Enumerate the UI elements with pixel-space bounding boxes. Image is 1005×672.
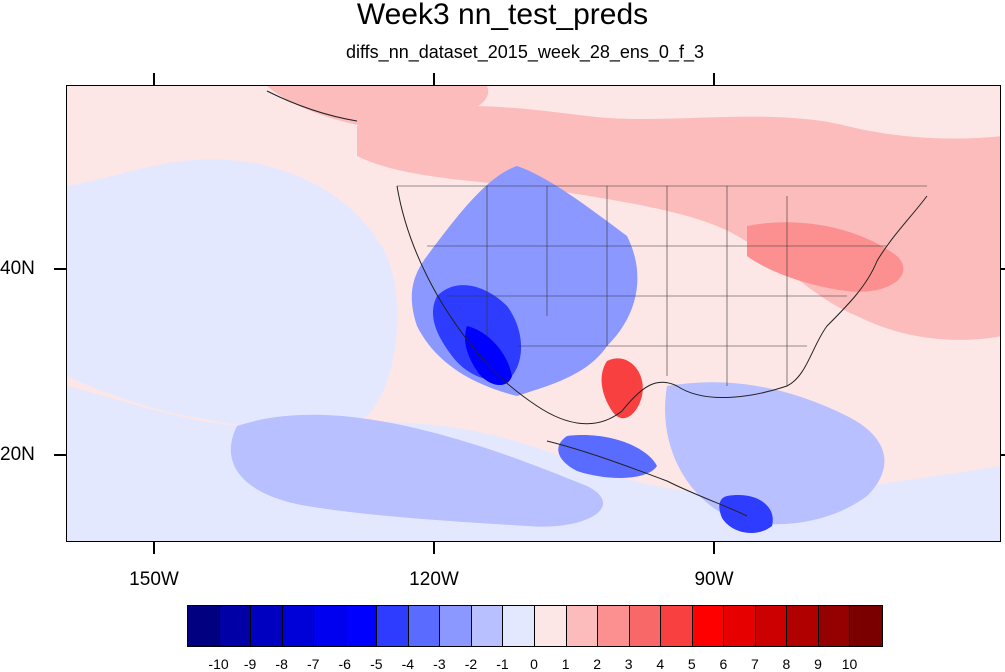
plot-subtitle: diffs_nn_dataset_2015_week_28_ens_0_f_3 [346,42,704,62]
lon-tick-90w [713,73,715,85]
lat-tick-20n-right [1001,454,1005,456]
lat-tick-40n-right [1001,268,1005,270]
field-caribbean-blue [665,382,885,525]
map-panel [66,85,1001,542]
field-baja-deep-blue [465,326,512,386]
colorbar-box [724,606,756,646]
colorbar-box [377,606,409,646]
colorbar-box [282,606,315,646]
colorbar-box [345,606,378,646]
coastlines [266,90,928,517]
colorbar-label: -2 [464,656,478,672]
lat-tick-40n [54,268,66,270]
colorbar-box [661,606,693,646]
colorbar-box [818,606,851,646]
field-mexico-blue [558,435,657,478]
colorbar-box [566,606,599,646]
lat-label-40n: 40N [0,258,35,279]
colorbar [187,605,884,647]
colorbar-label: -6 [338,656,351,672]
colorbar-label: 4 [656,656,665,672]
lon-tick-120w [433,73,435,85]
colorbar-label: -7 [306,656,320,672]
state-boundaries [397,185,927,386]
field-central-america-blue [719,495,773,533]
colorbar-box [503,606,536,646]
lon-label-120w: 120W [409,569,459,590]
lon-tick-90w-bottom [713,542,715,554]
colorbar-label: 2 [593,656,602,672]
field-pacific-light-blue [67,159,398,432]
colorbar-box [471,606,504,646]
colorbar-label: -3 [433,656,446,672]
colorbar-label: -5 [370,656,383,672]
field-east-us-red [747,222,904,292]
lon-label-150w: 150W [129,569,179,590]
colorbar-label: 5 [687,656,696,672]
colorbar-label: -1 [496,656,509,672]
colorbar-box [535,606,567,646]
lon-label-90w: 90W [694,569,734,590]
field-pacific-blue [230,414,604,527]
map-field [67,86,1000,541]
colorbar-box [692,606,725,646]
colorbar-box [629,606,662,646]
lon-tick-120w-bottom [433,542,435,554]
colorbar-label: 10 [841,656,858,672]
colorbar-label: -8 [275,656,288,672]
colorbar-box [408,606,441,646]
lat-label-20n: 20N [0,444,35,465]
colorbar-label: 0 [530,656,538,672]
field-texas-red [601,358,643,419]
colorbar-label: 3 [624,656,633,672]
colorbar-label: -9 [243,656,257,672]
colorbar-label: 9 [814,656,822,672]
colorbar-box [850,606,883,646]
colorbar-box [755,606,788,646]
plot-title: Week3 nn_test_preds [356,0,649,31]
colorbar-label: -10 [208,656,229,672]
colorbar-label: 6 [719,656,728,672]
lon-tick-150w-bottom [153,542,155,554]
colorbar-box [314,606,346,646]
colorbar-box [251,606,283,646]
lon-tick-150w [153,73,155,85]
lat-tick-20n [54,454,66,456]
colorbar-label: 7 [750,656,759,672]
colorbar-label: 1 [561,656,570,672]
colorbar-box [598,606,630,646]
colorbar-box [440,606,472,646]
field-alaska-pink [267,86,489,131]
colorbar-label: -4 [401,656,415,672]
colorbar-box [219,606,252,646]
colorbar-box [787,606,819,646]
colorbar-box [188,606,220,646]
colorbar-label: 8 [782,656,791,672]
